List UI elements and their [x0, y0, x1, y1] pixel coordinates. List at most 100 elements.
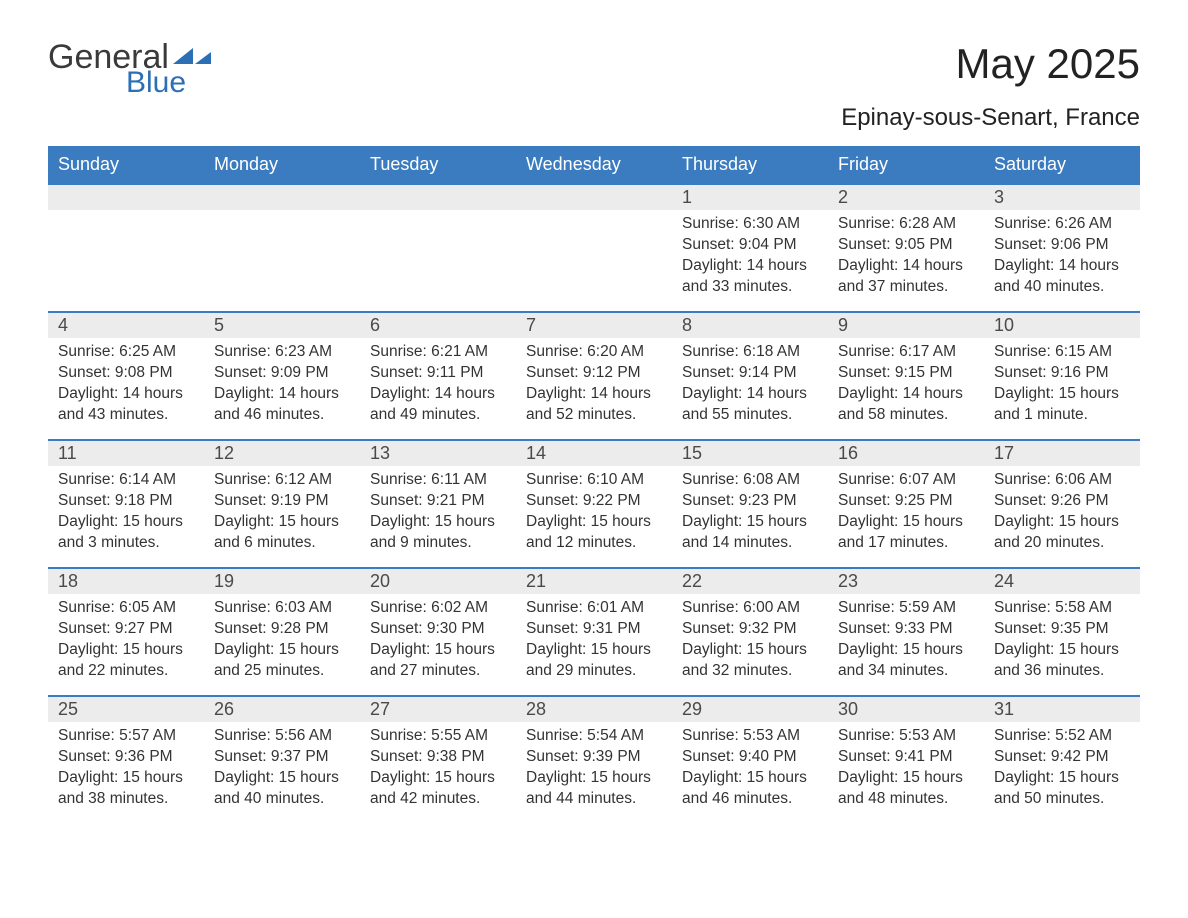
day-header-cell: Monday [204, 146, 360, 183]
daylight-text: Daylight: 15 hours and 1 minute. [994, 384, 1130, 426]
sunrise-text: Sunrise: 6:28 AM [838, 214, 974, 235]
day-body: Sunrise: 6:06 AMSunset: 9:26 PMDaylight:… [984, 466, 1140, 562]
logo-text-blue: Blue [126, 68, 211, 98]
calendar-cell [48, 185, 204, 311]
daylight-text: Daylight: 15 hours and 42 minutes. [370, 768, 506, 810]
sunrise-text: Sunrise: 6:03 AM [214, 598, 350, 619]
sunrise-text: Sunrise: 5:54 AM [526, 726, 662, 747]
daylight-text: Daylight: 14 hours and 49 minutes. [370, 384, 506, 426]
calendar-cell: 30Sunrise: 5:53 AMSunset: 9:41 PMDayligh… [828, 697, 984, 823]
day-number: 1 [672, 185, 828, 210]
day-body: Sunrise: 5:59 AMSunset: 9:33 PMDaylight:… [828, 594, 984, 690]
day-number: 16 [828, 441, 984, 466]
sunrise-text: Sunrise: 5:53 AM [682, 726, 818, 747]
calendar-cell: 21Sunrise: 6:01 AMSunset: 9:31 PMDayligh… [516, 569, 672, 695]
sunrise-text: Sunrise: 6:23 AM [214, 342, 350, 363]
sunrise-text: Sunrise: 5:58 AM [994, 598, 1130, 619]
sunrise-text: Sunrise: 6:10 AM [526, 470, 662, 491]
header: General Blue May 2025 Epinay-sous-Senart… [48, 40, 1140, 140]
day-number: 5 [204, 313, 360, 338]
week-row: 11Sunrise: 6:14 AMSunset: 9:18 PMDayligh… [48, 439, 1140, 567]
day-number: 30 [828, 697, 984, 722]
day-body: Sunrise: 6:23 AMSunset: 9:09 PMDaylight:… [204, 338, 360, 434]
day-body: Sunrise: 5:57 AMSunset: 9:36 PMDaylight:… [48, 722, 204, 818]
sunset-text: Sunset: 9:06 PM [994, 235, 1130, 256]
calendar-cell: 27Sunrise: 5:55 AMSunset: 9:38 PMDayligh… [360, 697, 516, 823]
day-body: Sunrise: 6:28 AMSunset: 9:05 PMDaylight:… [828, 210, 984, 306]
week-row: 4Sunrise: 6:25 AMSunset: 9:08 PMDaylight… [48, 311, 1140, 439]
daylight-text: Daylight: 15 hours and 20 minutes. [994, 512, 1130, 554]
daylight-text: Daylight: 14 hours and 43 minutes. [58, 384, 194, 426]
day-body: Sunrise: 6:05 AMSunset: 9:27 PMDaylight:… [48, 594, 204, 690]
calendar-cell: 23Sunrise: 5:59 AMSunset: 9:33 PMDayligh… [828, 569, 984, 695]
calendar-cell: 14 Sunrise: 6:10 AMSunset: 9:22 PMDayligh… [516, 441, 672, 567]
day-header-cell: Wednesday [516, 146, 672, 183]
day-number: 9 [828, 313, 984, 338]
sunset-text: Sunset: 9:19 PM [214, 491, 350, 512]
day-number: 14 [516, 441, 672, 466]
day-number: 28 [516, 697, 672, 722]
day-body: Sunrise: 6:02 AMSunset: 9:30 PMDaylight:… [360, 594, 516, 690]
sunset-text: Sunset: 9:25 PM [838, 491, 974, 512]
calendar-cell: 10Sunrise: 6:15 AMSunset: 9:16 PMDayligh… [984, 313, 1140, 439]
day-body: Sunrise: 6:07 AMSunset: 9:25 PMDaylight:… [828, 466, 984, 562]
sunrise-text: Sunrise: 6:02 AM [370, 598, 506, 619]
daylight-text: Daylight: 15 hours and 46 minutes. [682, 768, 818, 810]
calendar-cell: 5Sunrise: 6:23 AMSunset: 9:09 PMDaylight… [204, 313, 360, 439]
day-number: 8 [672, 313, 828, 338]
day-number: 26 [204, 697, 360, 722]
day-body: Sunrise: 5:58 AMSunset: 9:35 PMDaylight:… [984, 594, 1140, 690]
calendar-cell: 20Sunrise: 6:02 AMSunset: 9:30 PMDayligh… [360, 569, 516, 695]
sunset-text: Sunset: 9:05 PM [838, 235, 974, 256]
sunrise-text: Sunrise: 6:00 AM [682, 598, 818, 619]
sunrise-text: Sunrise: 6:07 AM [838, 470, 974, 491]
day-header-cell: Sunday [48, 146, 204, 183]
daylight-text: Daylight: 15 hours and 36 minutes. [994, 640, 1130, 682]
calendar-cell [360, 185, 516, 311]
daylight-text: Daylight: 15 hours and 29 minutes. [526, 640, 662, 682]
sunset-text: Sunset: 9:28 PM [214, 619, 350, 640]
sunset-text: Sunset: 9:26 PM [994, 491, 1130, 512]
sunrise-text: Sunrise: 6:12 AM [214, 470, 350, 491]
day-number: 25 [48, 697, 204, 722]
sunset-text: Sunset: 9:11 PM [370, 363, 506, 384]
calendar-cell: 11Sunrise: 6:14 AMSunset: 9:18 PMDayligh… [48, 441, 204, 567]
sunrise-text: Sunrise: 6:21 AM [370, 342, 506, 363]
daylight-text: Daylight: 15 hours and 6 minutes. [214, 512, 350, 554]
sunrise-text: Sunrise: 6:01 AM [526, 598, 662, 619]
day-number: 19 [204, 569, 360, 594]
calendar-cell [516, 185, 672, 311]
title-block: May 2025 Epinay-sous-Senart, France [841, 40, 1140, 140]
day-number [360, 185, 516, 210]
logo: General Blue [48, 40, 211, 98]
day-number: 17 [984, 441, 1140, 466]
sunset-text: Sunset: 9:09 PM [214, 363, 350, 384]
day-number [204, 185, 360, 210]
day-header-cell: Thursday [672, 146, 828, 183]
sunset-text: Sunset: 9:32 PM [682, 619, 818, 640]
sunset-text: Sunset: 9:22 PM [526, 491, 662, 512]
calendar-cell: 4Sunrise: 6:25 AMSunset: 9:08 PMDaylight… [48, 313, 204, 439]
sunrise-text: Sunrise: 6:08 AM [682, 470, 818, 491]
day-body: Sunrise: 6:25 AMSunset: 9:08 PMDaylight:… [48, 338, 204, 434]
sunrise-text: Sunrise: 5:53 AM [838, 726, 974, 747]
day-number: 2 [828, 185, 984, 210]
day-header-row: SundayMondayTuesdayWednesdayThursdayFrid… [48, 146, 1140, 183]
daylight-text: Daylight: 15 hours and 38 minutes. [58, 768, 194, 810]
week-row: 18Sunrise: 6:05 AMSunset: 9:27 PMDayligh… [48, 567, 1140, 695]
calend: SundayMondayTuesdayWednesdayThursdayFrid… [48, 146, 1140, 823]
daylight-text: Daylight: 15 hours and 44 minutes. [526, 768, 662, 810]
daylight-text: Daylight: 15 hours and 12 minutes. [526, 512, 662, 554]
day-number [48, 185, 204, 210]
day-number: 22 [672, 569, 828, 594]
calendar-cell: 6Sunrise: 6:21 AMSunset: 9:11 PMDaylight… [360, 313, 516, 439]
sunrise-text: Sunrise: 5:52 AM [994, 726, 1130, 747]
daylight-text: Daylight: 15 hours and 22 minutes. [58, 640, 194, 682]
calendar-cell: 16Sunrise: 6:07 AMSunset: 9:25 PMDayligh… [828, 441, 984, 567]
sunrise-text: Sunrise: 5:59 AM [838, 598, 974, 619]
sunrise-text: Sunrise: 6:30 AM [682, 214, 818, 235]
calendar-cell: 9Sunrise: 6:17 AMSunset: 9:15 PMDaylight… [828, 313, 984, 439]
day-body: Sunrise: 6:01 AMSunset: 9:31 PMDaylight:… [516, 594, 672, 690]
day-body: Sunrise: 6:12 AMSunset: 9:19 PMDaylight:… [204, 466, 360, 562]
daylight-text: Daylight: 15 hours and 40 minutes. [214, 768, 350, 810]
